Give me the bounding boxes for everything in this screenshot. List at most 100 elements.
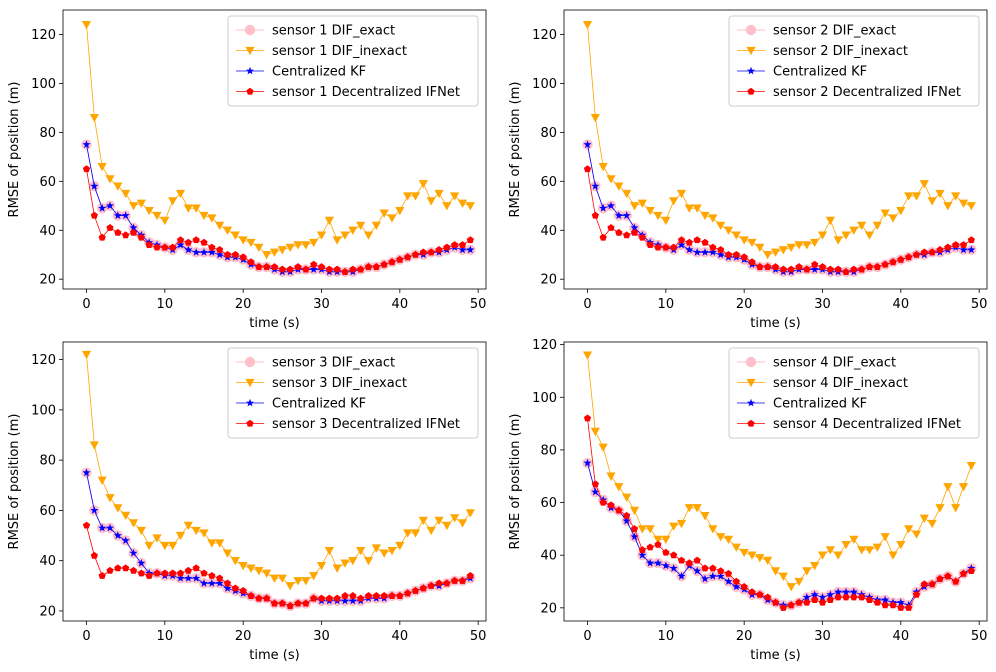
data-point bbox=[442, 521, 452, 531]
data-point bbox=[825, 546, 835, 555]
y-tick-label: 20 bbox=[540, 273, 557, 288]
data-point bbox=[872, 543, 882, 552]
data-point bbox=[145, 571, 153, 579]
legend-label: sensor 3 DIF_exact bbox=[272, 356, 395, 371]
data-point bbox=[371, 221, 381, 230]
data-point bbox=[591, 211, 599, 219]
data-point bbox=[106, 224, 114, 231]
data-point bbox=[435, 579, 443, 587]
data-point bbox=[145, 241, 153, 249]
data-point bbox=[121, 511, 131, 521]
data-point bbox=[865, 263, 874, 271]
data-point bbox=[677, 236, 686, 244]
data-point bbox=[410, 192, 421, 201]
x-tick-label: 40 bbox=[392, 297, 409, 312]
x-tick-label: 30 bbox=[814, 629, 831, 644]
x-tick-label: 30 bbox=[313, 297, 330, 312]
data-point bbox=[451, 241, 459, 249]
data-point bbox=[590, 427, 600, 437]
data-point bbox=[309, 265, 318, 273]
x-tick-label: 0 bbox=[583, 297, 591, 312]
data-point bbox=[904, 525, 914, 534]
data-point bbox=[309, 572, 319, 581]
data-point bbox=[333, 594, 341, 602]
data-point bbox=[661, 216, 671, 226]
data-point bbox=[106, 523, 114, 532]
data-point bbox=[184, 574, 193, 582]
data-point bbox=[693, 556, 701, 564]
data-point bbox=[684, 504, 694, 513]
data-point bbox=[944, 243, 952, 251]
legend-marker bbox=[244, 356, 256, 368]
data-point bbox=[113, 504, 123, 513]
data-point bbox=[427, 248, 435, 256]
data-point bbox=[403, 529, 413, 538]
data-point bbox=[175, 189, 186, 199]
data-point bbox=[732, 577, 740, 585]
data-point bbox=[614, 182, 624, 191]
data-point bbox=[778, 246, 788, 255]
x-tick-label: 50 bbox=[971, 297, 988, 312]
data-point bbox=[379, 209, 389, 218]
data-point bbox=[263, 263, 271, 271]
legend-marker bbox=[747, 398, 755, 407]
data-point bbox=[152, 211, 162, 221]
series-line-1 bbox=[86, 472, 471, 607]
data-point bbox=[98, 571, 106, 579]
data-point bbox=[952, 577, 960, 585]
data-point bbox=[653, 535, 663, 545]
data-point bbox=[450, 192, 460, 201]
data-point bbox=[316, 231, 327, 240]
data-point bbox=[309, 238, 319, 248]
data-point bbox=[833, 551, 843, 560]
data-point bbox=[348, 596, 357, 605]
data-point bbox=[90, 211, 98, 219]
data-point bbox=[764, 263, 772, 271]
data-point bbox=[294, 263, 302, 271]
y-tick-label: 80 bbox=[39, 126, 56, 141]
data-point bbox=[302, 265, 310, 273]
data-point bbox=[654, 558, 662, 567]
data-point bbox=[301, 577, 311, 586]
data-point bbox=[615, 228, 623, 236]
data-point bbox=[622, 516, 631, 525]
data-point bbox=[786, 583, 796, 592]
data-point bbox=[215, 539, 225, 548]
legend-label: sensor 2 DIF_exact bbox=[773, 24, 896, 39]
data-point bbox=[670, 551, 678, 559]
legend-label: sensor 4 DIF_inexact bbox=[773, 376, 908, 391]
y-axis-label: RMSE of position (m) bbox=[7, 82, 22, 218]
axes-frame bbox=[563, 9, 988, 290]
data-point bbox=[113, 211, 122, 219]
data-point bbox=[622, 493, 632, 502]
data-point bbox=[731, 543, 741, 552]
y-tick-label: 120 bbox=[532, 28, 557, 43]
data-point bbox=[333, 265, 341, 273]
data-point bbox=[341, 596, 349, 605]
data-point bbox=[911, 192, 922, 201]
data-point bbox=[144, 541, 154, 551]
data-point bbox=[669, 564, 678, 572]
data-point bbox=[755, 554, 765, 563]
data-point bbox=[943, 202, 953, 211]
data-point bbox=[966, 202, 976, 211]
x-tick-label: 30 bbox=[313, 629, 330, 644]
data-point bbox=[661, 561, 670, 570]
data-point bbox=[654, 540, 662, 548]
data-point bbox=[669, 522, 679, 531]
data-point bbox=[325, 265, 333, 273]
data-point bbox=[105, 175, 115, 184]
data-point bbox=[599, 498, 607, 506]
legend-marker bbox=[745, 24, 757, 36]
data-point bbox=[458, 576, 467, 584]
data-point bbox=[833, 236, 843, 245]
data-point bbox=[716, 533, 726, 542]
data-point bbox=[176, 240, 185, 249]
data-point bbox=[435, 246, 443, 253]
data-point bbox=[239, 587, 247, 594]
data-point bbox=[661, 535, 671, 545]
data-point bbox=[293, 241, 303, 250]
data-point bbox=[419, 584, 427, 592]
data-point bbox=[912, 590, 921, 598]
data-point bbox=[623, 231, 631, 239]
